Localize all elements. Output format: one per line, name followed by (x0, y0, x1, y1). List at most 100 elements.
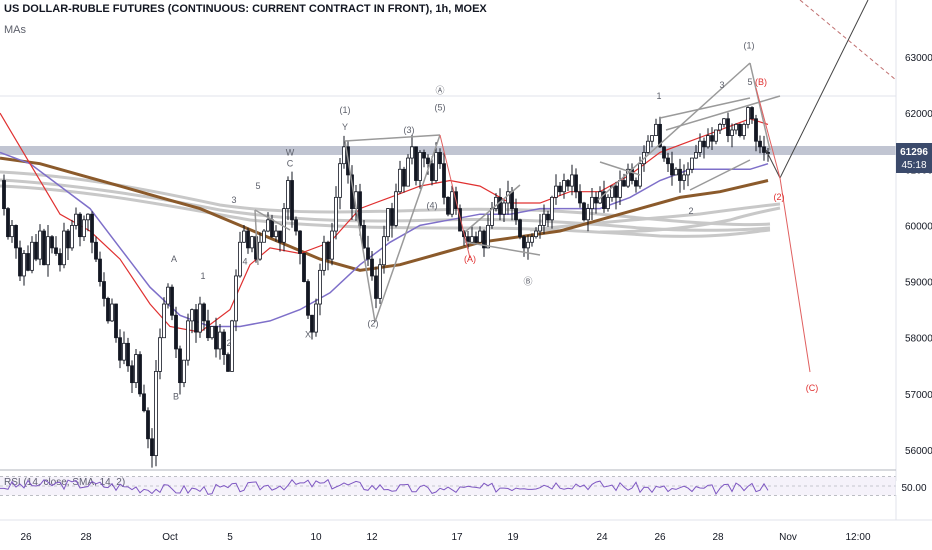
candle-body (182, 359, 186, 384)
candle-body (434, 152, 438, 181)
wave-label: 5 (255, 181, 260, 191)
candle-body (646, 140, 650, 153)
candle-body (54, 247, 58, 254)
candle-body (526, 241, 530, 249)
candle-body (726, 118, 730, 136)
candle-body (42, 230, 46, 266)
candle-body (290, 180, 294, 221)
candle-body (498, 196, 502, 215)
wave-label: Y (342, 122, 348, 132)
candle-body (478, 230, 482, 243)
wave-label: 4 (242, 257, 247, 267)
candle-body (194, 309, 198, 333)
candle-body (466, 236, 470, 243)
chart-grid (0, 95, 896, 155)
candle-body (722, 118, 726, 125)
candle-body (82, 219, 86, 238)
candle-body (190, 309, 194, 322)
support-zone (0, 146, 896, 155)
candle-body (602, 191, 606, 209)
candle-body (570, 174, 574, 187)
candle-body (74, 213, 78, 226)
x-tick-label: 28 (712, 532, 724, 543)
x-tick-label: 19 (507, 532, 519, 543)
candle-body (514, 208, 518, 221)
candle-body (242, 230, 246, 243)
wave-label: 1 (200, 271, 205, 281)
x-tick-label: 28 (80, 532, 92, 543)
candle-body (582, 202, 586, 221)
candle-body (658, 123, 662, 148)
candle-body (142, 393, 146, 412)
y-tick-label: 58000 (905, 334, 932, 345)
candle-body (102, 281, 106, 299)
candle-body (390, 208, 394, 226)
candle-body (718, 123, 722, 131)
candle-body (246, 230, 250, 249)
candle-body (158, 337, 162, 372)
candle-body (430, 163, 434, 181)
wave-label: 2 (226, 338, 231, 348)
candle-body (754, 118, 758, 142)
candle-body (162, 303, 166, 339)
candle-body (314, 303, 318, 333)
rsi-indicator-label[interactable]: RSI (14, close, SMA, 14, 2) (4, 477, 126, 488)
candle-body (418, 152, 422, 181)
candle-body (486, 225, 490, 249)
wave-label-red: (C) (806, 383, 819, 393)
candle-body (114, 303, 118, 339)
candle-body (606, 196, 610, 209)
candle-body (306, 281, 310, 316)
candle-body (250, 236, 254, 249)
candle-body (366, 247, 370, 260)
candle-body (406, 157, 410, 187)
candle-body (650, 135, 654, 142)
candle-body (714, 129, 718, 142)
ma-red-line (0, 112, 769, 333)
candle-body (530, 236, 534, 243)
wave-labels: A B 1 2 3 4 5 WC X (1) Y (2) (3) Ⓐ (5) (4) Ⓑ 1 2 3 (1) 5 (A) (B… (171, 41, 818, 402)
candle-body (262, 230, 266, 243)
candle-body (270, 219, 274, 238)
wave-label: Ⓑ (523, 276, 532, 286)
candle-body (202, 303, 206, 322)
candle-body (322, 241, 326, 271)
wave-trendline (374, 134, 441, 323)
wave-label: 5 (747, 77, 752, 87)
candlesticks (2, 106, 770, 468)
candle-body (474, 236, 478, 243)
candle-body (34, 241, 38, 260)
candle-body (38, 230, 42, 260)
candle-body (730, 129, 734, 137)
candle-body (338, 163, 342, 198)
candle-body (470, 236, 474, 243)
candle-body (762, 146, 766, 153)
candle-body (682, 174, 686, 181)
candle-body (698, 140, 702, 153)
candle-body (590, 196, 594, 209)
candle-body (26, 253, 30, 271)
x-tick-label: 17 (451, 532, 463, 543)
wave-label: A (171, 254, 177, 264)
candle-body (6, 208, 10, 238)
candle-body (626, 168, 630, 187)
x-tick-label: 26 (654, 532, 666, 543)
candle-body (230, 320, 234, 372)
candle-body (150, 438, 154, 457)
rsi-line (0, 478, 769, 496)
candle-body (118, 337, 122, 361)
candle-body (178, 348, 182, 384)
candle-body (302, 253, 306, 282)
wave-trendline (597, 62, 751, 201)
candle-body (126, 342, 130, 367)
candle-body (550, 196, 554, 221)
candle-body (46, 236, 50, 266)
price-tag: 61296 45:18 (896, 143, 932, 173)
wave-trendline (665, 95, 781, 131)
wave-label: (2) (368, 318, 379, 328)
candle-body (266, 219, 270, 232)
candle-body (610, 185, 614, 198)
ma-indicator-label[interactable]: MAs (4, 24, 26, 36)
candle-body (130, 365, 134, 384)
